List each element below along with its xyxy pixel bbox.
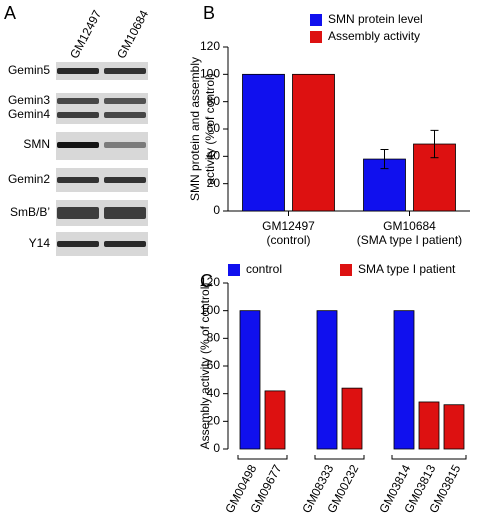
y-tick-label: 120 bbox=[200, 275, 220, 289]
y-tick-label: 60 bbox=[207, 121, 221, 135]
group-bracket bbox=[391, 455, 467, 460]
group-bracket bbox=[237, 455, 288, 460]
panel-letter: B bbox=[203, 3, 215, 23]
y-tick-label: 100 bbox=[200, 67, 220, 81]
protein-label: Gemin2 bbox=[8, 172, 50, 186]
bar bbox=[363, 158, 406, 212]
band bbox=[57, 207, 99, 219]
y-axis-label: Assembly activity (% of control) bbox=[198, 283, 212, 450]
blot-panel bbox=[56, 62, 148, 80]
y-tick-label: 60 bbox=[207, 358, 221, 372]
protein-label: Gemin3 bbox=[8, 93, 50, 107]
bar bbox=[443, 404, 465, 450]
bar bbox=[264, 390, 286, 450]
band bbox=[104, 142, 146, 148]
band bbox=[57, 142, 99, 148]
y-tick-label: 0 bbox=[213, 441, 220, 455]
protein-label: SmB/B’ bbox=[10, 205, 50, 219]
legend-swatch bbox=[228, 264, 240, 276]
protein-label: Gemin5 bbox=[8, 63, 50, 77]
lane-label: GM10684 bbox=[114, 8, 151, 61]
y-tick-label: 20 bbox=[207, 176, 221, 190]
band bbox=[104, 207, 146, 219]
y-tick-label: 120 bbox=[200, 39, 220, 53]
y-tick-label: 40 bbox=[207, 386, 221, 400]
band bbox=[104, 68, 146, 74]
legend-label: Assembly activity bbox=[328, 29, 420, 43]
y-axis-label: SMN protein and assembly bbox=[188, 57, 202, 201]
x-tick-label: GM12497 bbox=[262, 219, 315, 233]
band bbox=[57, 241, 99, 247]
panel-letter: C bbox=[200, 271, 213, 291]
group-bracket bbox=[314, 455, 365, 460]
band bbox=[57, 112, 99, 118]
bar bbox=[393, 310, 415, 450]
band bbox=[104, 241, 146, 247]
bar bbox=[292, 73, 335, 212]
bar bbox=[418, 401, 440, 450]
y-tick-label: 80 bbox=[207, 331, 221, 345]
bar bbox=[239, 310, 261, 450]
x-tick-label: GM10684 bbox=[383, 219, 436, 233]
bar bbox=[341, 387, 363, 450]
protein-label: SMN bbox=[23, 137, 50, 151]
legend-swatch bbox=[310, 31, 322, 43]
band bbox=[104, 177, 146, 183]
legend-label: SMN protein level bbox=[328, 12, 423, 26]
bar bbox=[242, 73, 285, 212]
band bbox=[57, 177, 99, 183]
legend-label: SMA type I patient bbox=[358, 262, 456, 276]
lane-label: GM12497 bbox=[67, 8, 104, 61]
protein-label: Y14 bbox=[29, 236, 51, 250]
y-axis-label: activity (% of control) bbox=[203, 73, 217, 184]
legend-swatch bbox=[340, 264, 352, 276]
y-tick-label: 100 bbox=[200, 303, 220, 317]
protein-label: Gemin4 bbox=[8, 107, 50, 121]
band bbox=[104, 98, 146, 104]
legend-label: control bbox=[246, 262, 282, 276]
bar bbox=[316, 310, 338, 450]
y-tick-label: 0 bbox=[213, 203, 220, 217]
band bbox=[57, 98, 99, 104]
band bbox=[57, 68, 99, 74]
y-tick-label: 20 bbox=[207, 414, 221, 428]
band bbox=[104, 112, 146, 118]
y-tick-label: 40 bbox=[207, 149, 221, 163]
x-tick-label: (SMA type I patient) bbox=[357, 233, 462, 247]
blot-panel bbox=[56, 93, 148, 124]
legend-swatch bbox=[310, 14, 322, 26]
panel-letter: A bbox=[4, 3, 16, 23]
y-tick-label: 80 bbox=[207, 94, 221, 108]
x-tick-label: (control) bbox=[266, 233, 310, 247]
